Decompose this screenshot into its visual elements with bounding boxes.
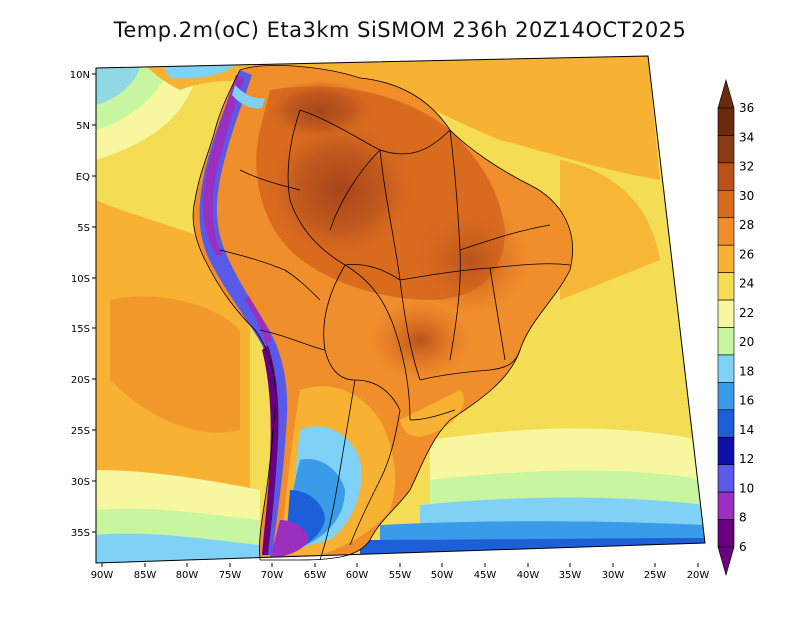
lon-label: 30W (602, 570, 625, 581)
lat-label: 30S (71, 477, 90, 488)
temperature-field (96, 56, 705, 563)
lat-label: 5N (76, 121, 90, 132)
colorbar-swatch (717, 299, 735, 328)
colorbar-swatch (717, 272, 735, 301)
colorbar-swatch (717, 162, 735, 191)
colorbar-swatch (717, 244, 735, 273)
lat-label: 15S (71, 324, 90, 335)
colorbar-swatch (717, 436, 735, 465)
colorbar: 36 34 32 30 28 26 24 22 20 18 16 14 12 10 8 6 (717, 78, 754, 577)
lat-label: EQ (76, 172, 90, 183)
lon-label: 70W (261, 570, 284, 581)
colorbar-swatch (717, 327, 735, 356)
colorbar-arrow-bottom (717, 546, 735, 577)
colorbar-label: 26 (739, 247, 754, 261)
map-title: Temp.2m(oC) Eta3km SiSMOM 236h 20Z14OCT2… (113, 18, 687, 42)
lat-label: 35S (71, 528, 90, 539)
colorbar-label: 22 (739, 306, 754, 320)
lon-label: 90W (91, 570, 114, 581)
latitude-axis (92, 73, 96, 533)
colorbar-label: 20 (739, 335, 754, 349)
colorbar-label: 18 (739, 364, 754, 378)
lon-label: 80W (176, 570, 199, 581)
colorbar-swatch (717, 382, 735, 411)
colorbar-swatch (717, 354, 735, 383)
lon-label: 75W (219, 570, 242, 581)
colorbar-label: 12 (739, 452, 754, 466)
lon-label: 45W (474, 570, 497, 581)
colorbar-label: 34 (739, 130, 754, 144)
colorbar-label: 8 (739, 511, 747, 525)
colorbar-swatch (717, 217, 735, 246)
country-borders (192, 65, 573, 561)
lon-label: 85W (134, 570, 157, 581)
lon-label: 50W (431, 570, 454, 581)
colorbar-swatch (717, 464, 735, 493)
lon-label: 65W (304, 570, 327, 581)
colorbar-label: 28 (739, 218, 754, 232)
lon-label: 35W (559, 570, 582, 581)
colorbar-label: 10 (739, 481, 754, 495)
colorbar-label: 24 (739, 277, 754, 291)
lon-label: 25W (644, 570, 667, 581)
colorbar-swatch (717, 107, 735, 136)
lat-label: 5S (77, 223, 90, 234)
lat-label: 25S (71, 426, 90, 437)
lat-label: 20S (71, 375, 90, 386)
colorbar-swatch (717, 190, 735, 219)
map-frame (95, 55, 706, 564)
longitude-axis (101, 563, 699, 567)
colorbar-label: 32 (739, 160, 754, 174)
colorbar-label: 6 (739, 540, 747, 554)
colorbar-swatch (717, 409, 735, 438)
lon-label: 60W (346, 570, 369, 581)
colorbar-label: 30 (739, 189, 754, 203)
colorbar-label: 16 (739, 394, 754, 408)
colorbar-arrow-top (717, 78, 735, 109)
lon-label: 40W (517, 570, 540, 581)
colorbar-label: 14 (739, 423, 754, 437)
lon-label: 20W (687, 570, 710, 581)
colorbar-swatch (717, 135, 735, 164)
colorbar-label: 36 (739, 101, 754, 115)
lon-label: 55W (389, 570, 412, 581)
colorbar-swatch (717, 519, 735, 548)
lat-label: 10N (70, 70, 90, 81)
lat-label: 10S (71, 274, 90, 285)
colorbar-swatch (717, 491, 735, 520)
